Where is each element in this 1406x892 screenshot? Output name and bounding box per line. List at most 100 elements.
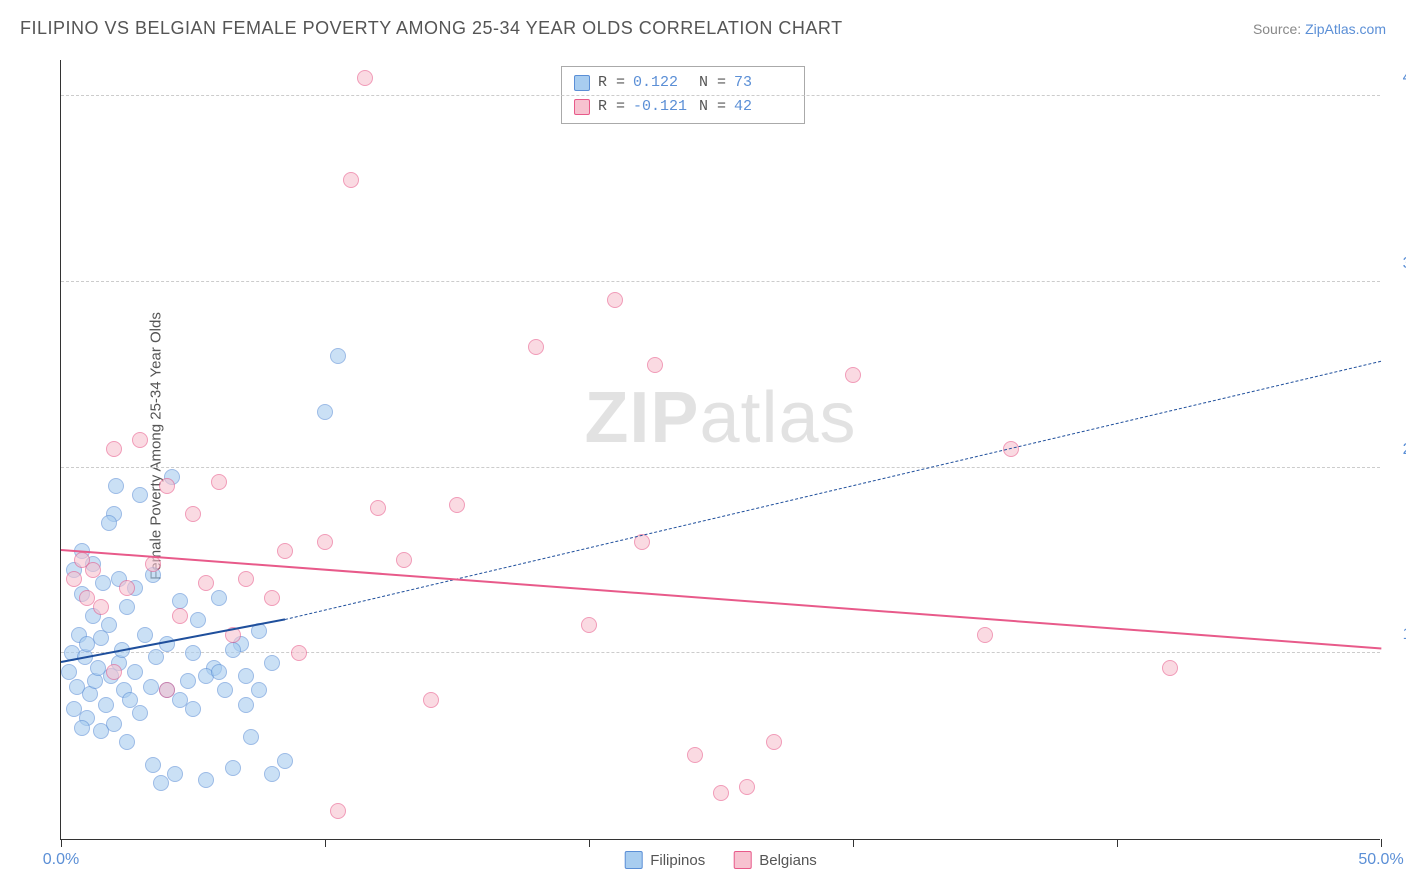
scatter-point	[93, 599, 109, 615]
scatter-point	[264, 590, 280, 606]
scatter-point	[357, 70, 373, 86]
x-tick	[325, 839, 326, 847]
chart-title: FILIPINO VS BELGIAN FEMALE POVERTY AMONG…	[20, 18, 843, 39]
swatch-icon	[733, 851, 751, 869]
scatter-point	[225, 642, 241, 658]
scatter-point	[647, 357, 663, 373]
chart-header: FILIPINO VS BELGIAN FEMALE POVERTY AMONG…	[20, 18, 1386, 39]
scatter-point	[449, 497, 465, 513]
gridline	[61, 281, 1380, 282]
stats-row-filipinos: R = 0.122 N = 73	[574, 71, 792, 95]
scatter-point	[66, 701, 82, 717]
scatter-point	[137, 627, 153, 643]
scatter-point	[343, 172, 359, 188]
scatter-point	[185, 701, 201, 717]
y-tick-label: 20.0%	[1403, 441, 1406, 459]
scatter-point	[217, 682, 233, 698]
gridline	[61, 95, 1380, 96]
scatter-point	[132, 432, 148, 448]
scatter-point	[145, 556, 161, 572]
scatter-point	[739, 779, 755, 795]
scatter-point	[713, 785, 729, 801]
x-tick-label: 50.0%	[1358, 851, 1403, 869]
scatter-point	[225, 760, 241, 776]
scatter-plot-area: ZIPatlas R = 0.122 N = 73 R = -0.121 N =…	[60, 60, 1380, 840]
x-tick-label: 0.0%	[43, 851, 79, 869]
scatter-point	[238, 697, 254, 713]
scatter-point	[238, 668, 254, 684]
scatter-point	[198, 575, 214, 591]
scatter-point	[238, 571, 254, 587]
scatter-point	[159, 478, 175, 494]
scatter-point	[127, 664, 143, 680]
scatter-point	[180, 673, 196, 689]
x-tick	[853, 839, 854, 847]
scatter-point	[119, 580, 135, 596]
scatter-point	[106, 664, 122, 680]
scatter-point	[143, 679, 159, 695]
swatch-icon	[574, 99, 590, 115]
scatter-point	[119, 734, 135, 750]
x-tick	[589, 839, 590, 847]
x-tick	[1117, 839, 1118, 847]
scatter-point	[528, 339, 544, 355]
source-label: Source:	[1253, 21, 1301, 37]
scatter-point	[74, 720, 90, 736]
scatter-point	[132, 705, 148, 721]
regression-line	[285, 361, 1381, 620]
scatter-point	[1162, 660, 1178, 676]
scatter-point	[687, 747, 703, 763]
scatter-point	[330, 348, 346, 364]
scatter-point	[185, 645, 201, 661]
gridline	[61, 652, 1380, 653]
scatter-point	[159, 682, 175, 698]
scatter-point	[211, 474, 227, 490]
scatter-point	[190, 612, 206, 628]
scatter-point	[172, 593, 188, 609]
scatter-point	[98, 697, 114, 713]
scatter-point	[108, 478, 124, 494]
scatter-point	[396, 552, 412, 568]
y-tick-label: 10.0%	[1403, 626, 1406, 644]
scatter-point	[159, 636, 175, 652]
scatter-point	[172, 608, 188, 624]
scatter-point	[101, 617, 117, 633]
scatter-point	[423, 692, 439, 708]
scatter-point	[264, 655, 280, 671]
swatch-icon	[624, 851, 642, 869]
scatter-point	[85, 562, 101, 578]
gridline	[61, 467, 1380, 468]
scatter-point	[251, 682, 267, 698]
y-tick-label: 40.0%	[1403, 69, 1406, 87]
x-tick	[61, 839, 62, 847]
source-link[interactable]: ZipAtlas.com	[1305, 21, 1386, 37]
scatter-point	[277, 753, 293, 769]
legend: Filipinos Belgians	[624, 851, 817, 869]
scatter-point	[145, 757, 161, 773]
scatter-point	[198, 772, 214, 788]
scatter-point	[106, 716, 122, 732]
scatter-point	[977, 627, 993, 643]
scatter-point	[95, 575, 111, 591]
scatter-point	[330, 803, 346, 819]
scatter-point	[243, 729, 259, 745]
scatter-point	[370, 500, 386, 516]
scatter-point	[101, 515, 117, 531]
scatter-point	[607, 292, 623, 308]
scatter-point	[61, 664, 77, 680]
scatter-point	[211, 590, 227, 606]
swatch-icon	[574, 75, 590, 91]
scatter-point	[845, 367, 861, 383]
x-tick	[1381, 839, 1382, 847]
scatter-point	[317, 404, 333, 420]
source-attribution: Source: ZipAtlas.com	[1253, 21, 1386, 37]
scatter-point	[581, 617, 597, 633]
scatter-point	[119, 599, 135, 615]
scatter-point	[167, 766, 183, 782]
scatter-point	[766, 734, 782, 750]
stats-row-belgians: R = -0.121 N = 42	[574, 95, 792, 119]
scatter-point	[148, 649, 164, 665]
scatter-point	[291, 645, 307, 661]
scatter-point	[66, 571, 82, 587]
y-tick-label: 30.0%	[1403, 255, 1406, 273]
